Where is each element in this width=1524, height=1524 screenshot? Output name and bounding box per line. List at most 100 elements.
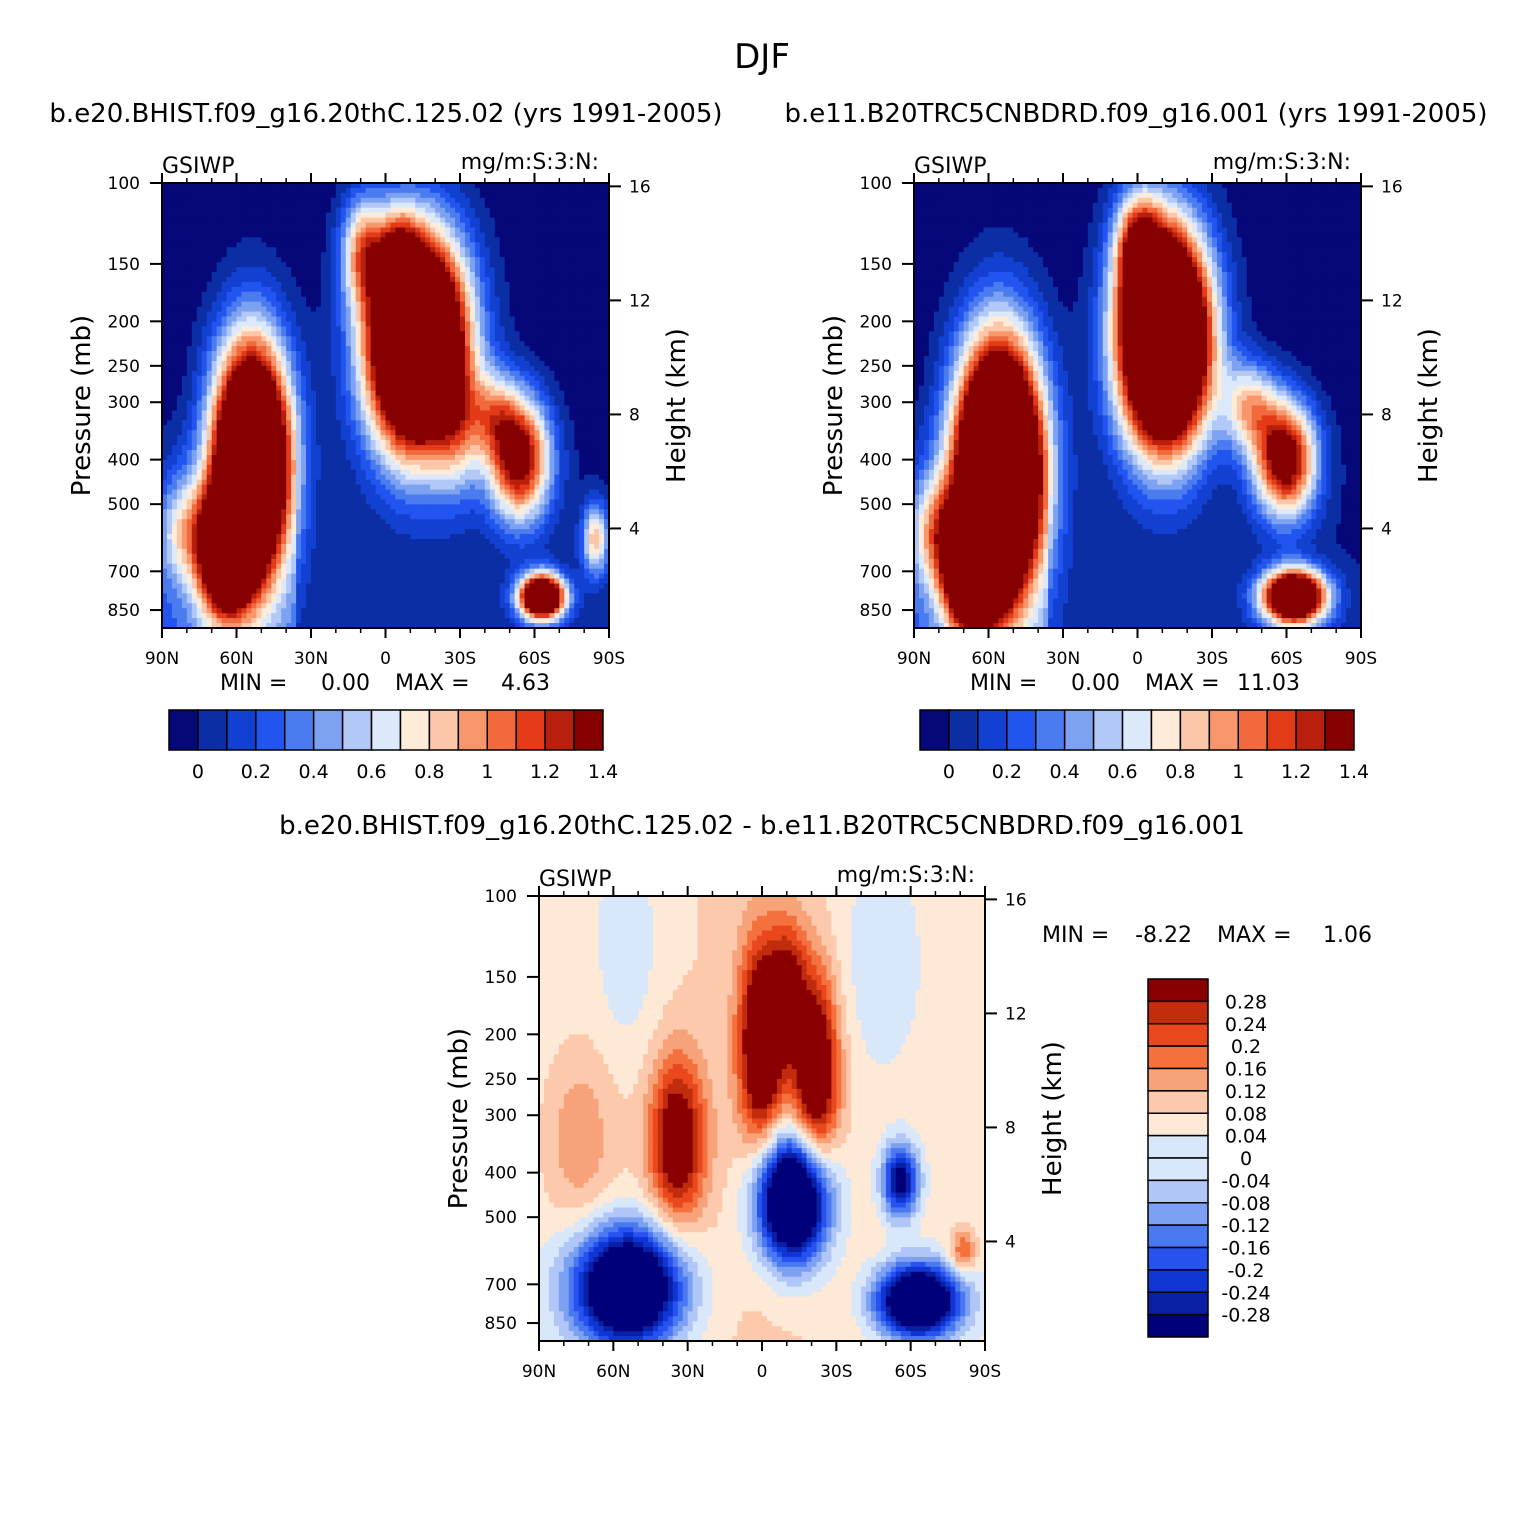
field-cell: [490, 223, 496, 229]
field-cell: [400, 267, 406, 273]
field-cell: [594, 312, 600, 318]
field-cell: [261, 361, 267, 367]
field-cell: [535, 440, 541, 446]
field-cell: [564, 415, 570, 421]
field-cell: [306, 396, 312, 402]
field-cell: [331, 445, 337, 451]
field-cell: [256, 262, 262, 268]
field-cell: [167, 287, 173, 293]
field-cell: [475, 302, 481, 308]
field-cell: [599, 317, 605, 323]
field-cell: [271, 435, 277, 441]
field-cell: [321, 371, 327, 377]
field-cell: [361, 307, 367, 313]
field-cell: [241, 277, 247, 283]
field-cell: [480, 317, 486, 323]
field-cell: [535, 247, 541, 253]
field-cell: [495, 425, 501, 431]
field-cell: [410, 376, 416, 382]
field-cell: [232, 203, 238, 209]
field-cell: [535, 321, 541, 327]
field-cell: [515, 356, 521, 362]
field-cell: [525, 430, 531, 436]
field-cell: [410, 361, 416, 367]
field-cell: [172, 435, 178, 441]
field-cell: [594, 247, 600, 253]
field-cell: [217, 331, 223, 337]
field-cell: [227, 371, 233, 377]
field-cell: [520, 282, 526, 288]
field-cell: [381, 336, 387, 342]
field-cell: [202, 198, 208, 204]
field-cell: [425, 440, 431, 446]
field-cell: [212, 218, 218, 224]
field-cell: [217, 321, 223, 327]
field-cell: [465, 356, 471, 362]
field-cell: [232, 218, 238, 224]
field-cell: [281, 391, 287, 397]
field-cell: [246, 267, 252, 273]
field-cell: [336, 425, 342, 431]
field-cell: [326, 425, 332, 431]
field-cell: [386, 391, 392, 397]
field-cell: [341, 415, 347, 421]
field-cell: [276, 450, 282, 456]
field-cell: [475, 450, 481, 456]
field-cell: [291, 401, 297, 407]
field-cell: [227, 420, 233, 426]
field-cell: [430, 321, 436, 327]
field-cell: [331, 430, 337, 436]
field-cell: [549, 252, 555, 258]
field-cell: [450, 193, 456, 199]
field-cell: [366, 406, 372, 412]
field-cell: [465, 242, 471, 248]
field-cell: [525, 376, 531, 382]
field-cell: [326, 317, 332, 323]
field-cell: [475, 287, 481, 293]
field-cell: [415, 435, 421, 441]
field-cell: [450, 371, 456, 377]
field-cell: [544, 425, 550, 431]
field-cell: [535, 193, 541, 199]
field-cell: [361, 321, 367, 327]
field-cell: [470, 351, 476, 357]
field-cell: [207, 287, 213, 293]
field-cell: [286, 267, 292, 273]
field-cell: [251, 356, 257, 362]
field-cell: [261, 213, 267, 219]
field-cell: [559, 386, 565, 392]
field-cell: [276, 371, 282, 377]
field-cell: [276, 203, 282, 209]
field-cell: [490, 272, 496, 278]
field-cell: [202, 430, 208, 436]
field-cell: [316, 361, 322, 367]
field-cell: [395, 321, 401, 327]
field-cell: [316, 307, 322, 313]
field-cell: [415, 213, 421, 219]
field-cell: [227, 247, 233, 253]
field-cell: [291, 267, 297, 273]
field-cell: [187, 331, 193, 337]
field-cell: [207, 247, 213, 253]
field-cell: [559, 282, 565, 288]
field-cell: [311, 361, 317, 367]
field-cell: [271, 292, 277, 298]
field-cell: [386, 341, 392, 347]
field-cell: [510, 336, 516, 342]
field-cell: [584, 386, 590, 392]
field-cell: [445, 198, 451, 204]
field-cell: [346, 366, 352, 372]
field-cell: [425, 445, 431, 451]
field-cell: [212, 267, 218, 273]
field-cell: [425, 391, 431, 397]
field-cell: [326, 247, 332, 253]
field-cell: [182, 401, 188, 407]
field-cell: [172, 257, 178, 263]
field-cell: [296, 242, 302, 248]
field-cell: [182, 262, 188, 268]
field-cell: [276, 336, 282, 342]
field-cell: [301, 336, 307, 342]
field-cell: [535, 326, 541, 332]
field-cell: [475, 262, 481, 268]
field-cell: [455, 312, 461, 318]
